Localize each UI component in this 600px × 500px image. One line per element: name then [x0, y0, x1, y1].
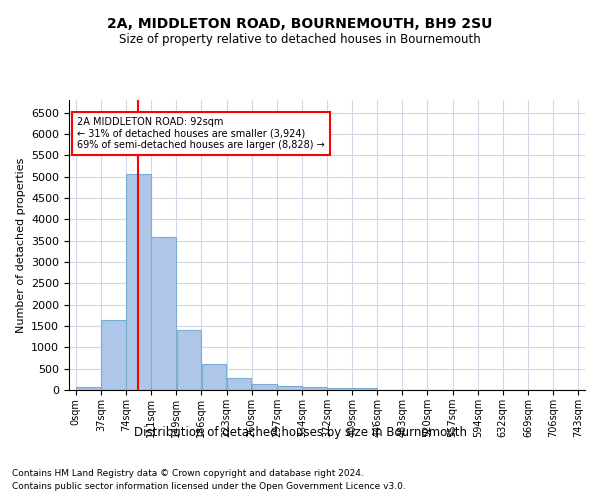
Bar [352, 388, 377, 390]
Y-axis label: Number of detached properties: Number of detached properties [16, 158, 26, 332]
Text: Size of property relative to detached houses in Bournemouth: Size of property relative to detached ho… [119, 32, 481, 46]
Bar [126, 174, 151, 390]
Bar [101, 320, 126, 390]
Text: Distribution of detached houses by size in Bournemouth: Distribution of detached houses by size … [133, 426, 467, 439]
Bar [327, 388, 352, 390]
Bar [176, 330, 201, 390]
Text: Contains public sector information licensed under the Open Government Licence v3: Contains public sector information licen… [12, 482, 406, 491]
Text: 2A MIDDLETON ROAD: 92sqm
← 31% of detached houses are smaller (3,924)
69% of sem: 2A MIDDLETON ROAD: 92sqm ← 31% of detach… [77, 117, 325, 150]
Bar [302, 387, 327, 390]
Bar [202, 364, 226, 390]
Bar [252, 384, 277, 390]
Bar [277, 386, 302, 390]
Bar [227, 378, 251, 390]
Text: 2A, MIDDLETON ROAD, BOURNEMOUTH, BH9 2SU: 2A, MIDDLETON ROAD, BOURNEMOUTH, BH9 2SU [107, 18, 493, 32]
Bar [76, 387, 101, 390]
Text: Contains HM Land Registry data © Crown copyright and database right 2024.: Contains HM Land Registry data © Crown c… [12, 468, 364, 477]
Bar [151, 238, 176, 390]
